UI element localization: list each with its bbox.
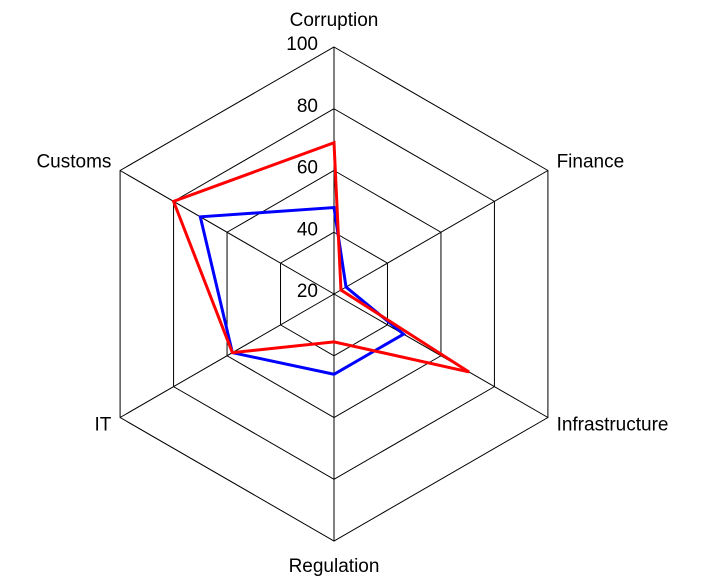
series-line [198, 205, 407, 376]
r-tick-label: 100 [286, 34, 318, 55]
axis-label: Corruption [290, 10, 379, 31]
axis-label: IT [95, 415, 112, 436]
r-tick-label: 80 [297, 96, 318, 117]
axis-label: Customs [36, 152, 111, 173]
series-line [171, 140, 470, 374]
axis-label: Finance [557, 152, 625, 173]
axis-label: Regulation [289, 556, 380, 577]
r-tick-label: 40 [297, 219, 318, 240]
spoke [333, 170, 549, 295]
spoke [119, 293, 335, 418]
spoke [119, 170, 335, 295]
r-tick-label: 60 [297, 158, 318, 179]
axis-label: Infrastructure [557, 415, 669, 436]
r-tick-label: 20 [297, 281, 318, 302]
